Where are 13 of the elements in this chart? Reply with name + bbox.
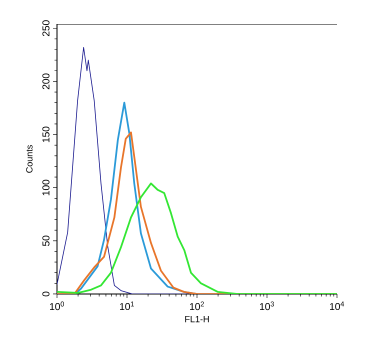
x-tick-label: 10$^{1}$ [120,302,134,310]
y-tick-label: 50 [42,236,50,246]
y-tick-label: 150 [42,126,50,142]
y-tick-label: 200 [42,73,50,90]
x-tick-label: 10$^{2}$ [190,302,204,310]
y-tick-label: 0 [42,292,50,296]
x-axis-title: FL1-H [185,316,209,322]
x-tick-label: 10$^{3}$ [260,302,274,310]
y-tick-label: 250 [42,20,50,36]
y-tick-label: 100 [42,180,50,196]
x-tick-label: 10$^{0}$ [50,302,64,310]
y-axis-title: Counts [26,145,33,173]
x-tick-label: 10$^{4}$ [330,302,344,310]
